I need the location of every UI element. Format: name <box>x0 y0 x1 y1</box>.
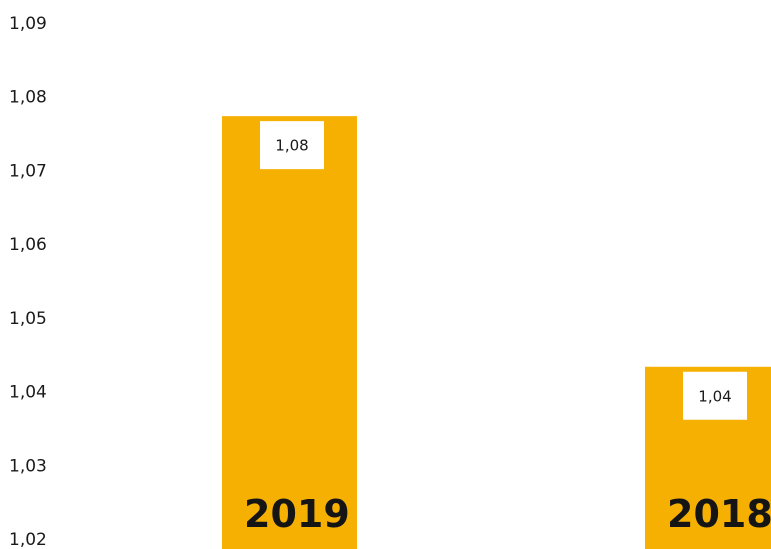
y-axis: 1,09 1,08 1,07 1,06 1,05 1,04 1,03 1,02 <box>9 14 47 549</box>
data-label: 1,08 <box>275 137 308 155</box>
data-label-box <box>683 371 747 420</box>
data-label: 1,04 <box>698 387 731 405</box>
y-tick-label: 1,08 <box>9 88 47 108</box>
category-label: 2019 <box>244 492 350 536</box>
data-label-box <box>260 121 324 170</box>
y-tick-label: 1,03 <box>9 456 47 476</box>
y-tick-label: 1,06 <box>9 235 47 255</box>
category-label: 2018 <box>667 492 771 536</box>
y-tick-label: 1,07 <box>9 161 47 181</box>
bars: 1,08 2019 1,04 2018 <box>222 116 771 549</box>
y-tick-label: 1,04 <box>9 383 47 403</box>
y-tick-label: 1,05 <box>9 309 47 329</box>
y-tick-label: 1,02 <box>9 530 47 549</box>
bar-2019 <box>222 116 357 549</box>
y-tick-label: 1,09 <box>9 14 47 34</box>
